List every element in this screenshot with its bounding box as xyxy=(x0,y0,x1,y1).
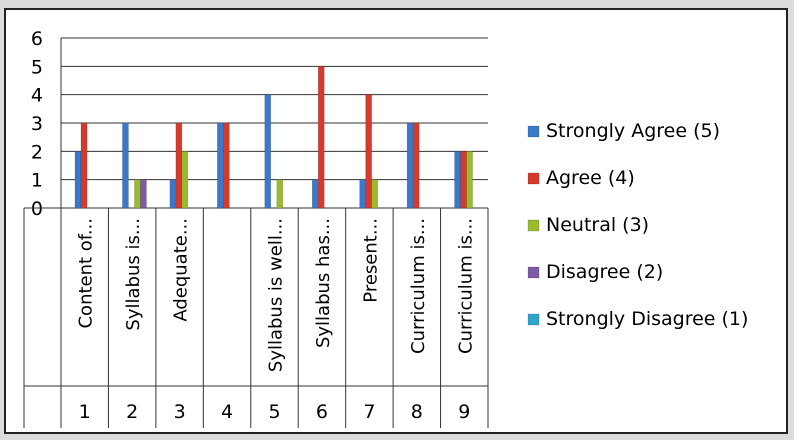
bar xyxy=(311,179,319,209)
y-tick-label: 5 xyxy=(31,56,43,78)
legend-swatch xyxy=(527,313,540,326)
bar xyxy=(134,179,141,209)
bar xyxy=(454,151,461,209)
y-tick-label: 0 xyxy=(31,198,43,220)
category-label: Syllabus has... xyxy=(313,218,334,348)
bar xyxy=(74,151,82,209)
bar xyxy=(264,94,272,209)
category-number: 1 xyxy=(79,401,91,423)
bar xyxy=(276,179,284,209)
category-number: 9 xyxy=(458,401,470,423)
category-label: Present... xyxy=(360,218,381,303)
bar xyxy=(169,179,177,209)
category-label: Adequate... xyxy=(171,218,192,322)
bar xyxy=(175,122,183,209)
legend-swatch xyxy=(527,125,540,138)
y-tick-label: 4 xyxy=(31,85,43,107)
bar xyxy=(460,151,467,209)
bar xyxy=(140,179,147,209)
legend-swatch xyxy=(527,266,540,279)
chart-frame: 0 1 2 3 4 5 6 Content of... 1 Syllabus is... 2 Adeq… xyxy=(4,8,788,434)
bar xyxy=(80,122,88,209)
category-number: 7 xyxy=(363,401,375,423)
category-number: 2 xyxy=(126,401,138,423)
category-number: 3 xyxy=(174,401,186,423)
bar-chart: 0 1 2 3 4 5 6 Content of... 1 Syllabus is... 2 Adeq… xyxy=(23,28,748,428)
category-number: 6 xyxy=(316,401,328,423)
category-label: Syllabus is... xyxy=(123,218,144,331)
y-tick-label: 2 xyxy=(31,141,43,163)
y-tick-label: 6 xyxy=(31,28,43,50)
legend-swatch xyxy=(527,219,540,232)
bar xyxy=(181,151,189,209)
legend-label: Strongly Agree (5) xyxy=(546,120,720,142)
bar xyxy=(365,94,372,209)
category-number: 5 xyxy=(268,401,280,423)
y-tick-label: 3 xyxy=(31,113,43,135)
bar xyxy=(406,122,414,209)
category-label: Curriculum is... xyxy=(408,218,429,354)
bar xyxy=(359,179,366,209)
legend-label: Disagree (2) xyxy=(546,261,663,283)
legend-label: Strongly Disagree (1) xyxy=(546,308,748,330)
bar xyxy=(466,151,473,209)
category-label: Content of... xyxy=(76,218,97,329)
category-number: 4 xyxy=(221,401,233,423)
category-label: Curriculum is... xyxy=(455,218,476,354)
legend-label: Neutral (3) xyxy=(546,214,649,236)
legend-label: Agree (4) xyxy=(546,167,635,189)
bar xyxy=(371,179,378,209)
bar xyxy=(412,122,420,209)
y-tick-label: 1 xyxy=(31,170,43,192)
legend-swatch xyxy=(527,172,540,185)
bar xyxy=(223,122,230,209)
category-number: 8 xyxy=(411,401,423,423)
bar xyxy=(317,66,325,209)
bar xyxy=(217,122,224,209)
bar xyxy=(122,122,129,209)
category-label: Syllabus is well... xyxy=(266,218,287,372)
